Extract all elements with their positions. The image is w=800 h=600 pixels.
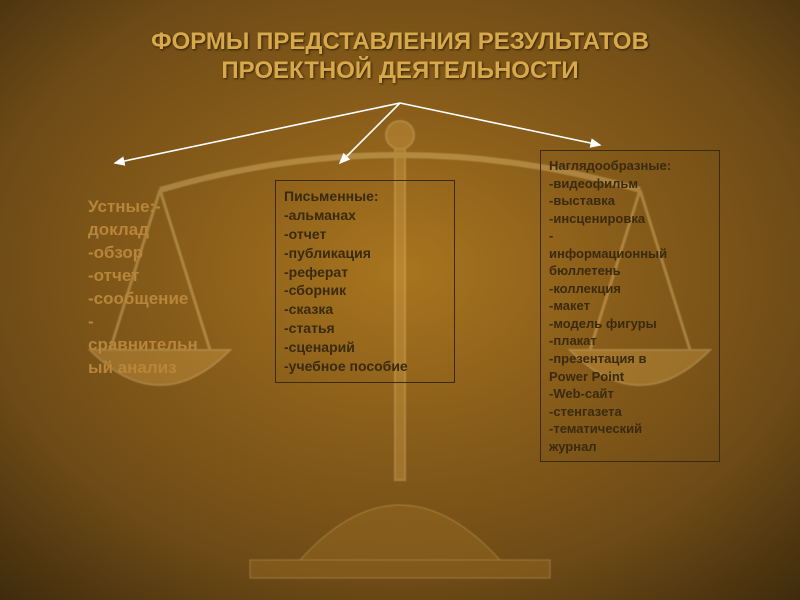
- visual-item: -: [549, 227, 711, 245]
- visual-item: информационный: [549, 245, 711, 263]
- visual-item: -видеофильм: [549, 175, 711, 193]
- title-line1: ФОРМЫ ПРЕДСТАВЛЕНИЯ РЕЗУЛЬТАТОВ: [0, 28, 800, 57]
- oral-item: -сообщение: [88, 288, 227, 311]
- written-item: -сценарий: [284, 338, 446, 357]
- written-item: -альманах: [284, 206, 446, 225]
- oral-item: -: [88, 311, 227, 334]
- category-written: Письменные: -альманах-отчет-публикация-р…: [275, 180, 455, 383]
- visual-item: -макет: [549, 297, 711, 315]
- oral-item: ый анализ: [88, 357, 227, 380]
- category-oral-header: Устные:-: [88, 197, 161, 216]
- category-visual: Наглядообразные: -видеофильм-выставка-ин…: [540, 150, 720, 462]
- written-item: -публикация: [284, 244, 446, 263]
- visual-item: -выставка: [549, 192, 711, 210]
- visual-item: -Web-сайт: [549, 385, 711, 403]
- oral-item: -обзор: [88, 242, 227, 265]
- category-visual-header: Наглядообразные:: [549, 158, 671, 173]
- category-oral: Устные:- доклад-обзор-отчет-сообщение-ср…: [80, 190, 235, 386]
- visual-item: -коллекция: [549, 280, 711, 298]
- written-item: -сказка: [284, 300, 446, 319]
- visual-item: -плакат: [549, 332, 711, 350]
- written-item: -учебное пособие: [284, 357, 446, 376]
- written-item: -реферат: [284, 263, 446, 282]
- slide-title: ФОРМЫ ПРЕДСТАВЛЕНИЯ РЕЗУЛЬТАТОВ ПРОЕКТНО…: [0, 28, 800, 86]
- oral-item: доклад: [88, 219, 227, 242]
- visual-item: журнал: [549, 438, 711, 456]
- title-line2: ПРОЕКТНОЙ ДЕЯТЕЛЬНОСТИ: [0, 57, 800, 86]
- oral-item: сравнительн: [88, 334, 227, 357]
- visual-item: -инсценировка: [549, 210, 711, 228]
- visual-item: бюллетень: [549, 262, 711, 280]
- visual-item: -стенгазета: [549, 403, 711, 421]
- category-written-header: Письменные:: [284, 188, 379, 204]
- written-item: -отчет: [284, 225, 446, 244]
- written-item: -статья: [284, 319, 446, 338]
- visual-item: Power Point: [549, 368, 711, 386]
- written-item: -сборник: [284, 281, 446, 300]
- visual-item: -тематический: [549, 420, 711, 438]
- oral-item: -отчет: [88, 265, 227, 288]
- visual-item: -модель фигуры: [549, 315, 711, 333]
- visual-item: -презентация в: [549, 350, 711, 368]
